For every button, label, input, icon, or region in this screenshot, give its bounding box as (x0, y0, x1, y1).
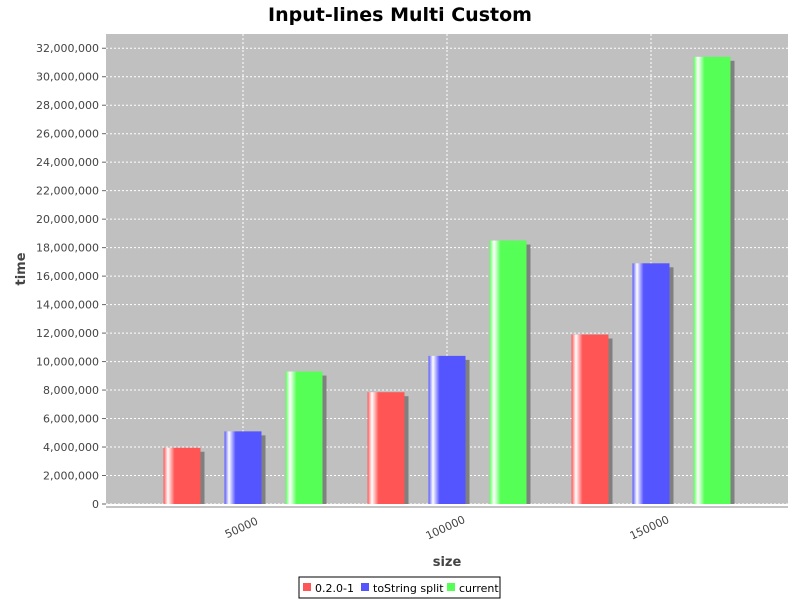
gridlines (106, 34, 788, 505)
y-tick-label: 32,000,000 (36, 42, 99, 55)
y-tick-label: 14,000,000 (36, 299, 99, 312)
bar-0-2-0-1-50000 (163, 447, 201, 504)
bar-tostring-split-100000 (428, 355, 466, 504)
x-axis: 50000 100000 150000 (223, 513, 671, 543)
legend-entry: toString split (373, 582, 444, 595)
x-axis-label: size (433, 555, 462, 570)
legend-swatch (303, 583, 311, 591)
y-tick-label: 12,000,000 (36, 327, 99, 340)
y-tick-label: 2,000,000 (43, 470, 99, 483)
bar-tostring-split-50000 (224, 431, 262, 504)
bar-current-150000 (693, 56, 731, 505)
y-tick-label: 22,000,000 (36, 185, 99, 198)
y-tick-label: 20,000,000 (36, 213, 99, 226)
y-tick-label: 24,000,000 (36, 156, 99, 169)
y-tick-label: 4,000,000 (43, 441, 99, 454)
y-tick-label: 6,000,000 (43, 413, 99, 426)
y-tick-label: 10,000,000 (36, 356, 99, 369)
legend-entry: current (459, 582, 499, 595)
y-tick-label: 16,000,000 (36, 270, 99, 283)
legend-swatch (361, 583, 369, 591)
legend-swatch (447, 583, 455, 591)
legend-entry: 0.2.0-1 (315, 582, 354, 595)
x-tick-label: 50000 (223, 515, 260, 542)
y-tick-label: 0 (92, 498, 99, 511)
y-tick-label: 26,000,000 (36, 128, 99, 141)
x-tick-label: 150000 (628, 513, 672, 543)
bar-current-50000 (285, 371, 323, 504)
y-axis: 0 2,000,000 4,000,000 6,000,000 8,000,000 10,… (36, 42, 106, 511)
bar-tostring-split-150000 (632, 263, 670, 504)
bar-0-2-0-1-100000 (367, 392, 405, 504)
y-tick-label: 18,000,000 (36, 242, 99, 255)
bar-current-100000 (489, 240, 527, 505)
legend: 0.2.0-1 toString split current (298, 576, 501, 599)
y-tick-label: 8,000,000 (43, 384, 99, 397)
x-tick-label: 100000 (424, 513, 468, 543)
bars (163, 56, 735, 505)
chart-title: Input-lines Multi Custom (268, 4, 532, 26)
y-axis-label: time (14, 252, 29, 285)
legend-box (298, 576, 501, 599)
bar-0-2-0-1-150000 (571, 334, 609, 504)
y-tick-label: 28,000,000 (36, 99, 99, 112)
y-tick-label: 30,000,000 (36, 71, 99, 84)
